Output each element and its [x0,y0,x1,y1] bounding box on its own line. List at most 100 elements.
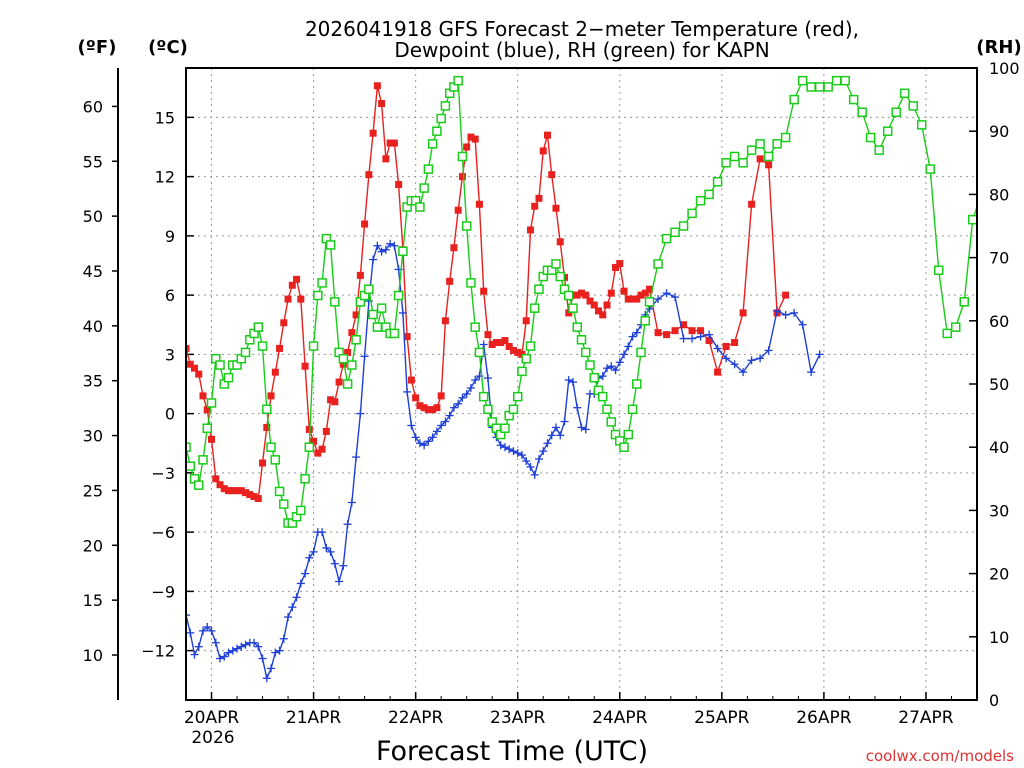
dewpoint-point [705,330,714,339]
dewpoint-point [807,368,816,377]
relative-humidity-point [950,322,961,332]
dewpoint-point [275,646,284,655]
relative-humidity-point [755,139,765,149]
relative-humidity-point [500,423,510,433]
relative-humidity-point [512,391,523,402]
temperature-point [514,348,522,356]
fahrenheit-tick-label: 60 [83,97,103,116]
temperature-point [263,423,271,431]
rh-tick-label: 70 [989,249,1009,268]
x-tick-label: 21APR [286,708,342,728]
dewpoint-point [568,378,577,387]
temperature-point [705,337,713,345]
dewpoint-point [624,342,633,351]
temperature-point [590,301,598,309]
dewpoint-point [564,376,573,385]
relative-humidity-point [627,404,638,415]
temperature-point [212,475,220,483]
temperature-point [573,291,581,299]
relative-humidity-point [598,391,608,402]
temperature-point [548,171,556,179]
dewpoint-point [254,642,263,651]
relative-humidity-point [840,75,850,86]
dewpoint-point [500,443,509,452]
relative-humidity-point [780,132,791,143]
temperature-point [586,297,594,305]
relative-humidity-point [474,347,485,358]
relative-humidity-point [572,322,582,332]
rh-tick-label: 30 [989,501,1009,520]
relative-humidity-point [899,88,910,99]
relative-humidity-point [274,486,285,497]
dewpoint-point [241,640,250,649]
dewpoint-point [360,352,369,361]
dewpoint-point [513,449,522,458]
dewpoint-point [296,579,305,588]
temperature-point [237,487,245,495]
relative-humidity-point [678,221,689,231]
rh-axis: 0 10 20 30 40 50 60 70 80 90 100 [969,59,1020,710]
relative-humidity-point [317,278,327,288]
dewpoint-point [671,293,680,302]
temperature-point [280,319,288,327]
relative-humidity-point [712,177,723,187]
relative-humidity-point [398,246,408,257]
temperature-point [599,311,607,319]
dewpoint-point [322,543,331,552]
dewpoint-point [458,393,467,402]
x-tick-label: 26APR [796,708,852,728]
dewpoint-point [403,387,412,396]
dewpoint-point [449,403,458,412]
celsius-tick-label: −12 [141,642,175,661]
temperature-point [267,392,275,400]
dewpoint-line [186,242,821,681]
relative-humidity-point [223,372,234,383]
temperature-point [429,406,437,414]
temperature-point [595,307,603,315]
celsius-tick-label: 9 [165,227,175,246]
dewpoint-point [288,603,297,612]
rh-tick-label: 0 [989,691,999,710]
dewpoint-point [233,644,242,653]
relative-humidity-point [640,316,651,326]
temperature-point [688,327,696,335]
rh-tick-label: 100 [989,59,1020,78]
temperature-point [471,135,479,143]
temperature-point [203,406,211,414]
dewpoint-point [547,431,556,440]
relative-humidity-point [882,126,893,136]
dewpoint-point [551,423,560,432]
temperature-point [246,491,254,499]
dewpoint-point [454,399,463,408]
dewpoint-point [352,453,361,462]
temperature-point [497,339,505,347]
dewpoint-point [190,650,199,659]
dewpoint-point [539,447,548,456]
relative-humidity-point [461,221,472,231]
relative-humidity-point [325,240,336,250]
x-tick-label: 27APR [898,708,954,728]
dewpoint-point [466,383,475,392]
relative-humidity-point [976,189,977,200]
temperature-point [663,331,671,339]
relative-humidity-point [440,101,451,111]
temperature-point [616,260,624,268]
dewpoint-point [530,470,539,479]
dewpoint-point [386,239,395,248]
temperature-point [582,291,590,299]
dewpoint-point [462,389,471,398]
credit-label: coolwx.com/models [866,747,1014,765]
relative-humidity-point [521,353,531,364]
dewpoint-point [445,411,454,420]
temperature-point [365,171,373,179]
relative-humidity-point [351,335,361,345]
temperature-point [420,404,428,412]
temperature-point [450,244,458,252]
celsius-tick-label: −3 [151,464,175,483]
relative-humidity-point [687,208,697,219]
temperature-point [412,394,420,402]
dewpoint-point [526,462,535,471]
relative-humidity-point [967,214,977,225]
relative-humidity-point [186,442,191,452]
temperature-point [386,139,394,147]
